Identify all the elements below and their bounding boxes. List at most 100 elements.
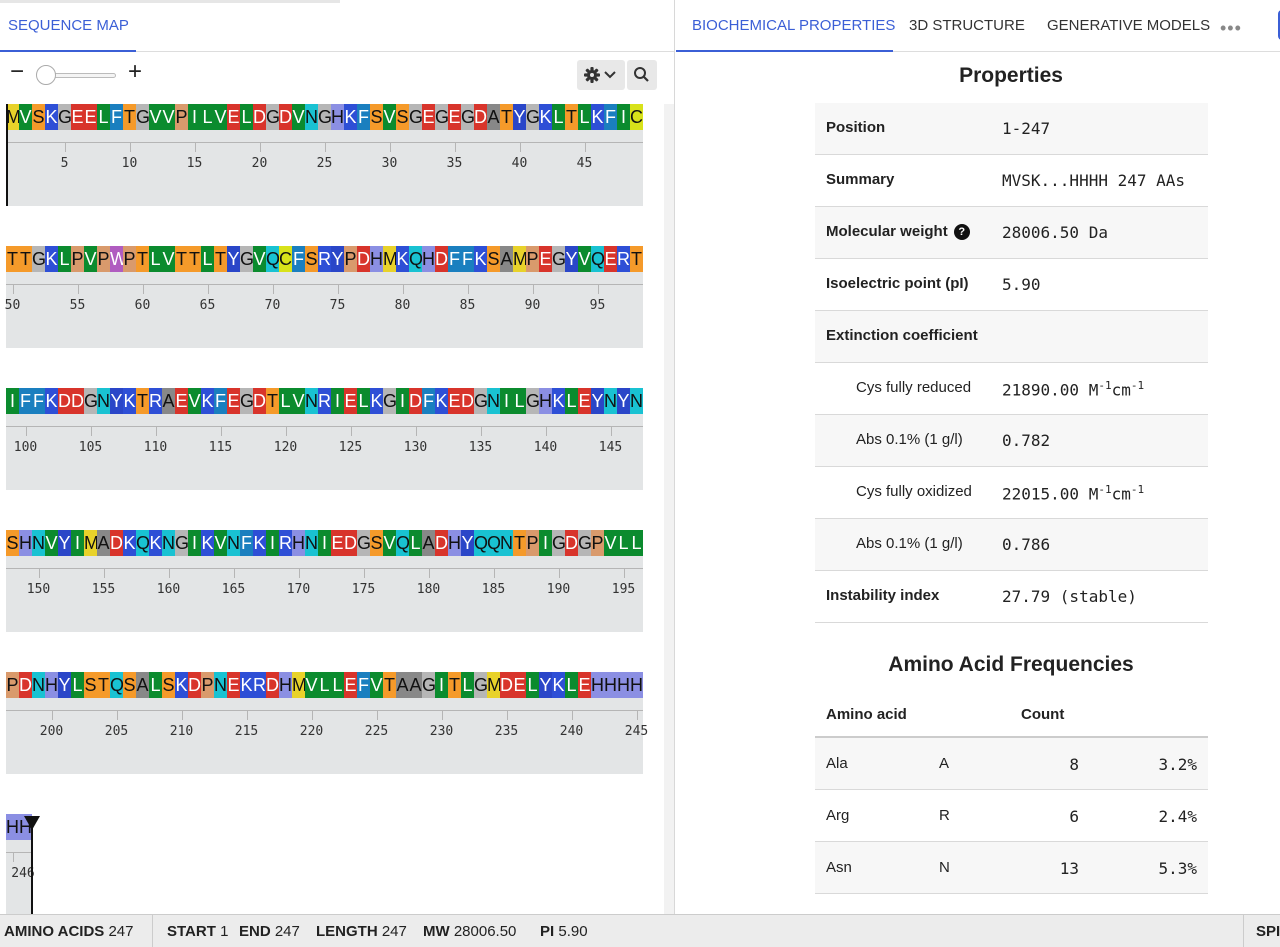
residue[interactable]: R	[318, 246, 331, 272]
residue[interactable]: G	[422, 672, 436, 698]
residue[interactable]: F	[448, 246, 461, 272]
residue[interactable]: D	[474, 104, 487, 130]
residue[interactable]: P	[591, 530, 604, 556]
col-count[interactable]: Count	[1021, 706, 1065, 723]
residue[interactable]: R	[279, 530, 292, 556]
residue[interactable]: S	[370, 104, 383, 130]
residue[interactable]: Q	[409, 246, 423, 272]
residue[interactable]: K	[45, 246, 58, 272]
residue[interactable]: I	[318, 530, 331, 556]
residue[interactable]: P	[123, 246, 136, 272]
selection-start-cursor[interactable]	[6, 104, 8, 206]
residue[interactable]: T	[19, 246, 32, 272]
residue[interactable]: G	[84, 388, 98, 414]
residue[interactable]: K	[474, 246, 487, 272]
residue[interactable]: I	[617, 104, 630, 130]
residue[interactable]: G	[474, 388, 488, 414]
residue[interactable]: L	[617, 530, 630, 556]
residue[interactable]: L	[149, 246, 162, 272]
residue[interactable]: F	[357, 104, 370, 130]
residue[interactable]: E	[227, 104, 240, 130]
residue[interactable]: H	[422, 246, 435, 272]
residue[interactable]: F	[19, 388, 32, 414]
residue[interactable]: T	[266, 388, 279, 414]
residue[interactable]: L	[240, 104, 253, 130]
residue[interactable]: P	[97, 246, 110, 272]
residue[interactable]: M	[84, 530, 99, 556]
zoom-out-button[interactable]: −	[9, 58, 24, 85]
search-button[interactable]	[627, 60, 657, 90]
tab-sequence-map[interactable]: SEQUENCE MAP	[0, 0, 136, 52]
residue[interactable]: V	[188, 388, 201, 414]
residue[interactable]: D	[279, 104, 292, 130]
residue[interactable]: D	[19, 672, 32, 698]
residue[interactable]: Y	[591, 388, 604, 414]
residue[interactable]: L	[630, 530, 643, 556]
residue[interactable]: P	[526, 530, 539, 556]
tab-3d-structure[interactable]: 3D STRUCTURE	[909, 17, 1025, 34]
residue[interactable]: K	[370, 388, 383, 414]
residue[interactable]: L	[357, 388, 370, 414]
residue[interactable]: F	[32, 388, 45, 414]
residue[interactable]: G	[357, 530, 371, 556]
residue[interactable]: N	[630, 388, 643, 414]
residue[interactable]: Q	[110, 672, 124, 698]
residue[interactable]: D	[188, 672, 201, 698]
residue[interactable]: G	[552, 530, 566, 556]
residue[interactable]: G	[32, 246, 46, 272]
residue[interactable]: Q	[487, 530, 501, 556]
residue[interactable]: T	[123, 104, 136, 130]
residue[interactable]: Q	[396, 530, 410, 556]
residue[interactable]: M	[513, 246, 528, 272]
more-tabs-icon[interactable]: •••	[1220, 18, 1242, 38]
residue[interactable]: H	[292, 530, 305, 556]
residue[interactable]: E	[513, 672, 526, 698]
residue[interactable]: F	[461, 246, 474, 272]
residue[interactable]: D	[253, 104, 266, 130]
residue[interactable]: G	[240, 388, 254, 414]
tab-generative-models[interactable]: GENERATIVE MODELS	[1047, 17, 1211, 34]
residue[interactable]: H	[591, 672, 604, 698]
residue[interactable]: V	[292, 104, 305, 130]
residue[interactable]: G	[266, 104, 280, 130]
residue[interactable]: K	[396, 246, 409, 272]
residue[interactable]: I	[539, 530, 552, 556]
residue[interactable]: N	[214, 672, 227, 698]
residue[interactable]: L	[578, 104, 591, 130]
residue[interactable]: D	[409, 388, 422, 414]
residue[interactable]: Y	[617, 388, 630, 414]
residue[interactable]: I	[6, 388, 19, 414]
residue[interactable]: G	[526, 388, 540, 414]
residue[interactable]: E	[227, 388, 240, 414]
residue[interactable]: H	[370, 246, 383, 272]
residue[interactable]: G	[526, 104, 540, 130]
residue[interactable]: E	[604, 246, 617, 272]
residue[interactable]: P	[175, 104, 188, 130]
residue[interactable]: D	[500, 672, 513, 698]
status-right-label[interactable]: SPI	[1243, 915, 1280, 947]
residue[interactable]: K	[240, 672, 253, 698]
residue[interactable]: T	[630, 246, 643, 272]
residue[interactable]: H	[6, 814, 19, 840]
residue[interactable]: S	[84, 672, 97, 698]
residue[interactable]: E	[448, 388, 461, 414]
residue[interactable]: D	[435, 530, 448, 556]
sequence-scrollbar[interactable]	[664, 104, 674, 914]
residue[interactable]: L	[552, 104, 565, 130]
residue[interactable]: M	[487, 672, 502, 698]
residue[interactable]: E	[71, 104, 84, 130]
residue[interactable]: G	[409, 104, 423, 130]
residue[interactable]: L	[409, 530, 422, 556]
residue[interactable]: M	[383, 246, 398, 272]
residue[interactable]: E	[448, 104, 461, 130]
residue[interactable]: L	[97, 104, 110, 130]
residue[interactable]: K	[175, 672, 188, 698]
residue[interactable]: Y	[58, 672, 71, 698]
residue[interactable]: V	[45, 530, 58, 556]
residue[interactable]: E	[422, 104, 435, 130]
residue[interactable]: L	[513, 388, 526, 414]
residue[interactable]: I	[500, 388, 513, 414]
residue[interactable]: S	[396, 104, 409, 130]
